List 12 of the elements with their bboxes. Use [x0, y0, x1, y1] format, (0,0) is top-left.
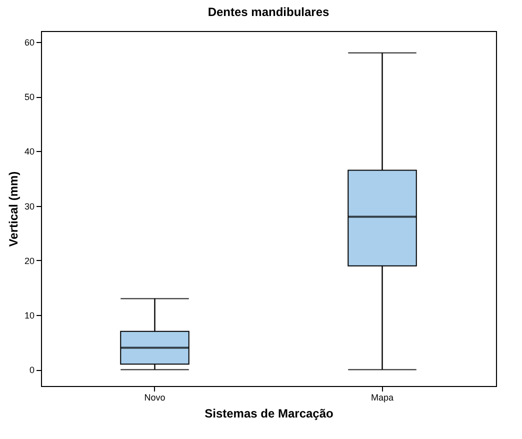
y-tick-label: 20 — [24, 256, 34, 266]
chart-title: Dentes mandibulares — [208, 5, 330, 19]
y-tick-label: 40 — [24, 146, 34, 157]
x-tick-label: Novo — [144, 392, 166, 402]
y-axis-title: Vertical (mm) — [6, 171, 20, 247]
x-tick-label: Mapa — [370, 392, 394, 402]
x-axis-title: Sistemas de Marcação — [204, 406, 334, 420]
y-tick-label: 30 — [24, 201, 34, 212]
y-tick-label: 10 — [24, 310, 34, 320]
y-tick-label: 0 — [29, 365, 34, 376]
y-tick-label: 50 — [24, 92, 34, 102]
y-tick-label: 60 — [24, 37, 34, 48]
